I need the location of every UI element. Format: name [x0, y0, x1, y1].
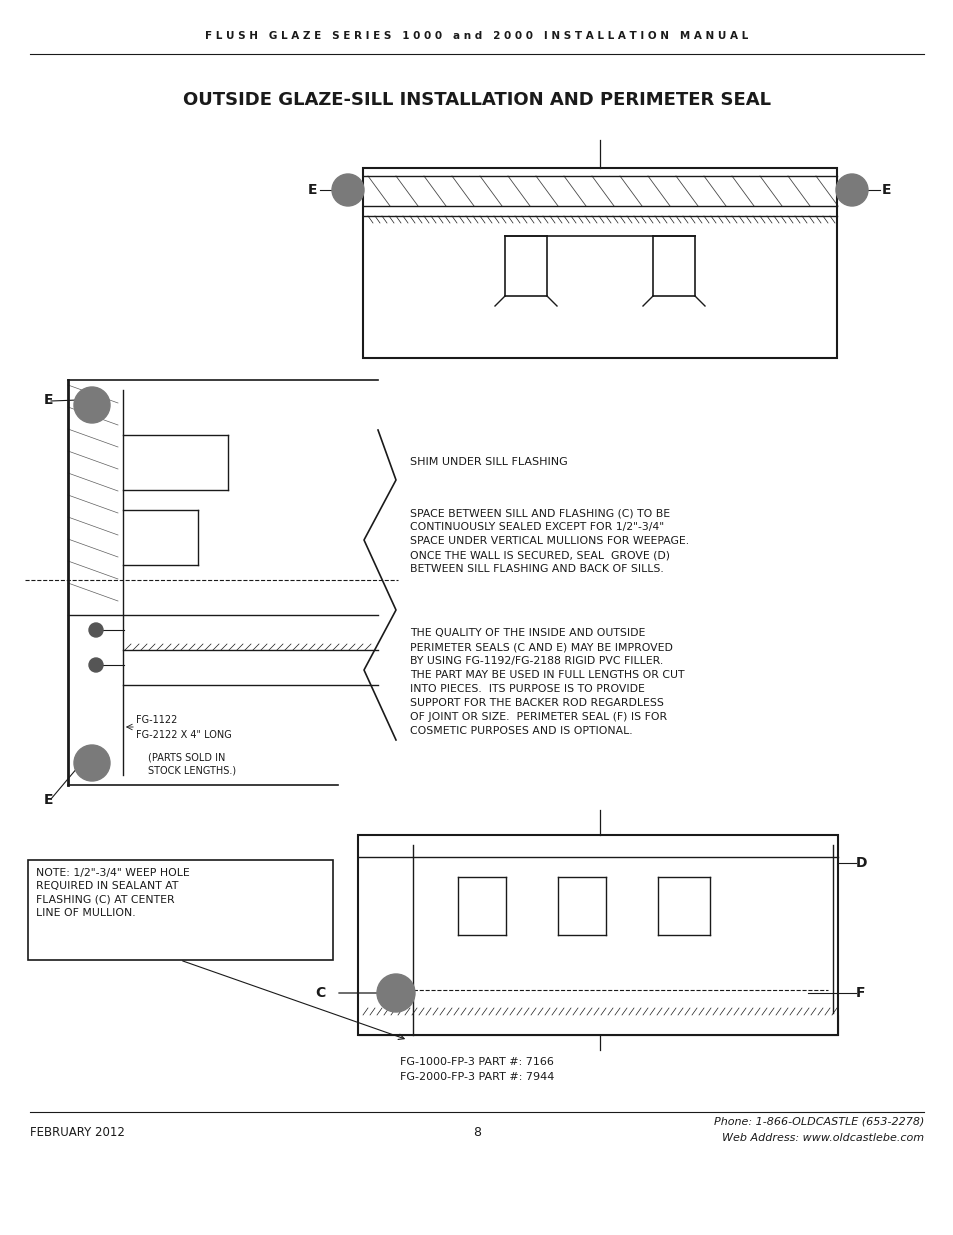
Text: FG-1000-FP-3 PART #: 7166: FG-1000-FP-3 PART #: 7166	[399, 1057, 554, 1067]
Text: F L U S H   G L A Z E   S E R I E S   1 0 0 0   a n d   2 0 0 0   I N S T A L L : F L U S H G L A Z E S E R I E S 1 0 0 0 …	[205, 31, 748, 41]
Circle shape	[89, 658, 103, 672]
Text: SPACE BETWEEN SILL AND FLASHING (C) TO BE
CONTINUOUSLY SEALED EXCEPT FOR 1/2"-3/: SPACE BETWEEN SILL AND FLASHING (C) TO B…	[410, 508, 688, 574]
Text: D: D	[855, 856, 866, 869]
Text: E: E	[43, 393, 52, 408]
Text: FG-2122 X 4" LONG: FG-2122 X 4" LONG	[136, 730, 232, 740]
Circle shape	[74, 745, 110, 781]
Text: SHIM UNDER SILL FLASHING: SHIM UNDER SILL FLASHING	[410, 457, 567, 467]
Circle shape	[376, 974, 415, 1011]
Text: E: E	[43, 793, 52, 806]
Circle shape	[89, 622, 103, 637]
Bar	[357, 835, 837, 1035]
Text: C: C	[314, 986, 325, 1000]
Text: NOTE: 1/2"-3/4" WEEP HOLE
REQUIRED IN SEALANT AT
FLASHING (C) AT CENTER
LINE OF : NOTE: 1/2"-3/4" WEEP HOLE REQUIRED IN SE…	[36, 868, 190, 918]
Text: THE QUALITY OF THE INSIDE AND OUTSIDE
PERIMETER SEALS (C AND E) MAY BE IMPROVED
: THE QUALITY OF THE INSIDE AND OUTSIDE PE…	[410, 629, 684, 736]
Circle shape	[74, 387, 110, 424]
Circle shape	[332, 174, 364, 206]
Text: F: F	[855, 986, 864, 1000]
Text: E: E	[308, 183, 317, 198]
Text: (PARTS SOLD IN
STOCK LENGTHS.): (PARTS SOLD IN STOCK LENGTHS.)	[148, 753, 236, 776]
Text: FG-1122: FG-1122	[136, 715, 177, 725]
Text: OUTSIDE GLAZE-SILL INSTALLATION AND PERIMETER SEAL: OUTSIDE GLAZE-SILL INSTALLATION AND PERI…	[183, 91, 770, 109]
Bar	[363, 168, 836, 358]
Text: E: E	[882, 183, 891, 198]
Text: FEBRUARY 2012: FEBRUARY 2012	[30, 1125, 125, 1139]
Bar	[28, 860, 333, 960]
Text: Web Address: www.oldcastlebe.com: Web Address: www.oldcastlebe.com	[721, 1132, 923, 1144]
Text: Phone: 1-866-OLDCASTLE (653-2278): Phone: 1-866-OLDCASTLE (653-2278)	[713, 1116, 923, 1126]
Text: FG-2000-FP-3 PART #: 7944: FG-2000-FP-3 PART #: 7944	[399, 1072, 554, 1082]
Text: 8: 8	[473, 1125, 480, 1139]
Circle shape	[835, 174, 867, 206]
